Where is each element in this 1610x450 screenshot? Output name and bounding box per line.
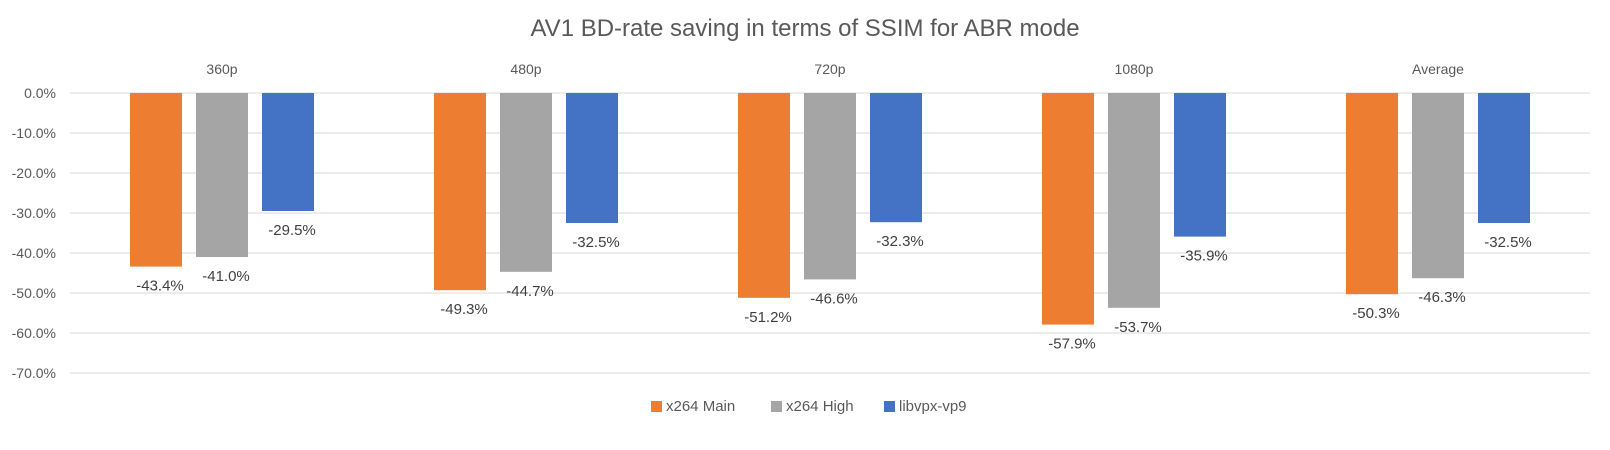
- legend: x264 Main x264 High libvpx-vp9: [651, 398, 967, 415]
- bar: [1478, 93, 1530, 223]
- legend-swatch: [771, 401, 782, 412]
- category-label: 1080p: [1115, 61, 1154, 77]
- legend-label: x264 High: [786, 398, 854, 415]
- data-label: -41.0%: [202, 268, 250, 285]
- data-label: -50.3%: [1352, 305, 1400, 322]
- legend-label: x264 Main: [666, 398, 735, 415]
- y-tick-label: -10.0%: [12, 125, 56, 141]
- y-tick-label: 0.0%: [24, 85, 56, 101]
- bar: [434, 93, 486, 291]
- bar: [870, 93, 922, 223]
- legend-label: libvpx-vp9: [899, 398, 967, 415]
- y-tick-label: -40.0%: [12, 245, 56, 261]
- y-tick-label: -50.0%: [12, 285, 56, 301]
- data-label: -43.4%: [136, 278, 184, 295]
- data-label: -32.5%: [572, 234, 620, 251]
- bar: [566, 93, 618, 223]
- category-label: 720p: [814, 61, 845, 77]
- bars: [130, 93, 1530, 325]
- data-label: -46.3%: [1418, 289, 1466, 306]
- y-tick-label: -70.0%: [12, 365, 56, 381]
- legend-swatch: [651, 401, 662, 412]
- bar: [1042, 93, 1094, 325]
- y-tick-label: -60.0%: [12, 325, 56, 341]
- bar: [196, 93, 248, 257]
- category-label: Average: [1412, 61, 1464, 77]
- data-label: -35.9%: [1180, 248, 1228, 265]
- bar: [130, 93, 182, 267]
- data-label: -44.7%: [506, 283, 554, 300]
- data-label: -51.2%: [744, 309, 792, 326]
- bar: [738, 93, 790, 298]
- bar: [1174, 93, 1226, 237]
- category-label: 360p: [206, 61, 237, 77]
- category-label: 480p: [510, 61, 541, 77]
- bar: [500, 93, 552, 272]
- data-label: -32.3%: [876, 233, 924, 250]
- data-label: -32.5%: [1484, 234, 1532, 251]
- bar: [262, 93, 314, 211]
- y-tick-label: -30.0%: [12, 205, 56, 221]
- data-label: -49.3%: [440, 301, 488, 318]
- data-label: -29.5%: [268, 222, 316, 239]
- bar: [1108, 93, 1160, 308]
- data-label: -57.9%: [1048, 336, 1096, 353]
- bar: [804, 93, 856, 280]
- bar: [1346, 93, 1398, 295]
- category-labels: 360p 480p 720p 1080p Average: [206, 61, 1464, 77]
- data-label: -53.7%: [1114, 319, 1162, 336]
- y-tick-label: -20.0%: [12, 165, 56, 181]
- bar: [1412, 93, 1464, 279]
- data-label: -46.6%: [810, 290, 858, 307]
- chart-title: AV1 BD-rate saving in terms of SSIM for …: [530, 15, 1079, 42]
- data-labels: -43.4% -41.0% -29.5% -49.3% -44.7% -32.5% -51.…: [136, 222, 1532, 353]
- legend-swatch: [884, 401, 895, 412]
- y-axis-tick-labels: 0.0% -10.0% -20.0% -30.0% -40.0% -50.0% -60.0%…: [12, 85, 56, 381]
